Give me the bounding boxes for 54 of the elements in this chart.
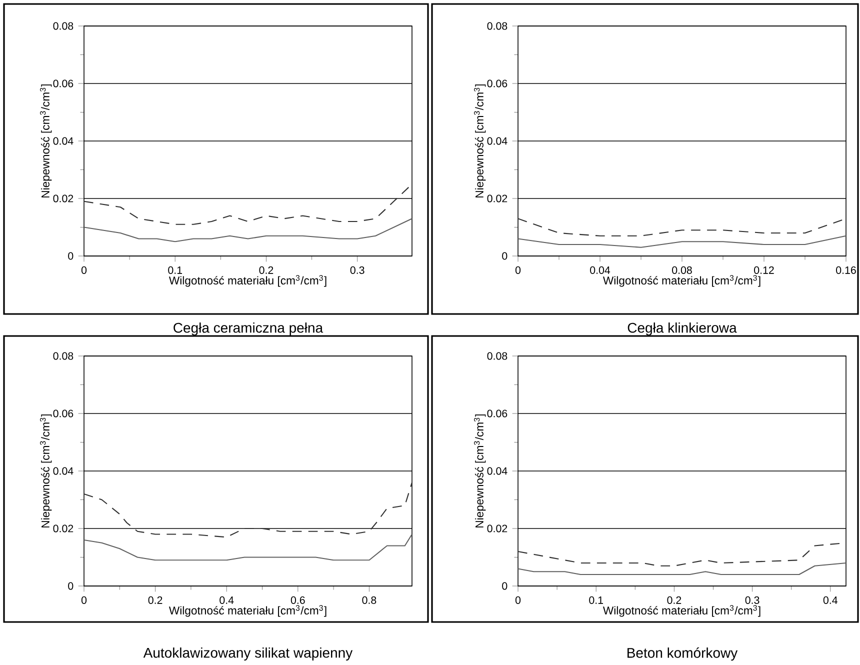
y-tick-label: 0.04: [487, 137, 508, 145]
x-tick-label: 0.16: [836, 266, 856, 274]
text: Cegła klinkierowa: [628, 322, 737, 336]
y-axis-title: Niepewność [cm$^{3}$/cm$^{3}$]: [40, 84, 52, 198]
y-tick-label: 0.04: [487, 467, 508, 475]
x-axis-title: Wilgotność materiału [cm$^{3}$/cm$^{3}$]: [602, 275, 760, 287]
y-tick-label: 0: [68, 252, 74, 260]
y-axis-title: Niepewność [cm$^{3}$/cm$^{3}$]: [40, 414, 52, 528]
y-tick-label: 0.02: [487, 194, 508, 202]
text: Beton komórkowy: [628, 647, 738, 661]
x-tick-label: 0.4: [823, 596, 838, 604]
x-tick-label: 0.3: [350, 266, 364, 274]
y-tick-label: 0.08: [487, 352, 508, 360]
x-tick-label: 0.1: [168, 266, 182, 274]
line-series: [518, 235, 846, 248]
y-tick-label: 0.02: [53, 194, 74, 202]
y-tick-label: 0.02: [487, 524, 508, 532]
x-tick-label: 0.6: [290, 596, 305, 604]
x-tick-label: 0.08: [672, 266, 692, 274]
x-tick-label: 0.04: [590, 266, 610, 274]
y-tick-label: 0.08: [487, 22, 508, 30]
line-series: [518, 562, 846, 576]
y-axis-title: Niepewność [cm$^{3}$/cm$^{3}$]: [474, 414, 486, 528]
x-axis-title: Wilgotność materiału [cm$^{3}$/cm$^{3}$]: [168, 605, 326, 617]
y-tick-label: 0.06: [53, 410, 74, 418]
x-tick-label: 0: [81, 266, 87, 274]
x-axis-title: Wilgotność materiału [cm$^{3}$/cm$^{3}$]: [602, 605, 760, 617]
x-tick-label: 0.12: [754, 266, 774, 274]
text: Autoklawizowany silikat wapienny: [143, 647, 353, 661]
x-tick-label: 0.2: [148, 596, 162, 604]
x-tick-label: 0: [515, 266, 521, 274]
line-series: [84, 218, 412, 242]
y-tick-label: 0.02: [53, 524, 74, 532]
y-axis-title: Niepewność [cm$^{3}$/cm$^{3}$]: [474, 84, 486, 198]
x-axis-title: Wilgotność materiału [cm$^{3}$/cm$^{3}$]: [168, 275, 326, 287]
x-tick-label: 0: [81, 596, 87, 604]
x-tick-label: 0.2: [667, 596, 682, 604]
x-tick-label: 0.3: [745, 596, 760, 604]
x-tick-label: 0: [515, 596, 521, 604]
y-tick-label: 0.04: [53, 137, 74, 145]
y-tick-label: 0.06: [487, 410, 508, 418]
y-tick-label: 0: [68, 582, 74, 590]
y-tick-label: 0.04: [53, 467, 74, 475]
x-tick-label: 0.1: [589, 596, 603, 604]
x-tick-label: 0.2: [259, 266, 274, 274]
y-tick-label: 0: [502, 582, 508, 590]
y-tick-label: 0.08: [53, 22, 74, 30]
y-tick-label: 0.06: [53, 80, 74, 88]
y-tick-label: 0.06: [487, 80, 508, 88]
text: Cegła ceramiczna pełna: [174, 322, 324, 336]
x-tick-label: 0.8: [362, 596, 376, 604]
x-tick-label: 0.4: [220, 596, 234, 604]
y-tick-label: 0.08: [53, 352, 74, 360]
y-tick-label: 0: [502, 252, 508, 260]
